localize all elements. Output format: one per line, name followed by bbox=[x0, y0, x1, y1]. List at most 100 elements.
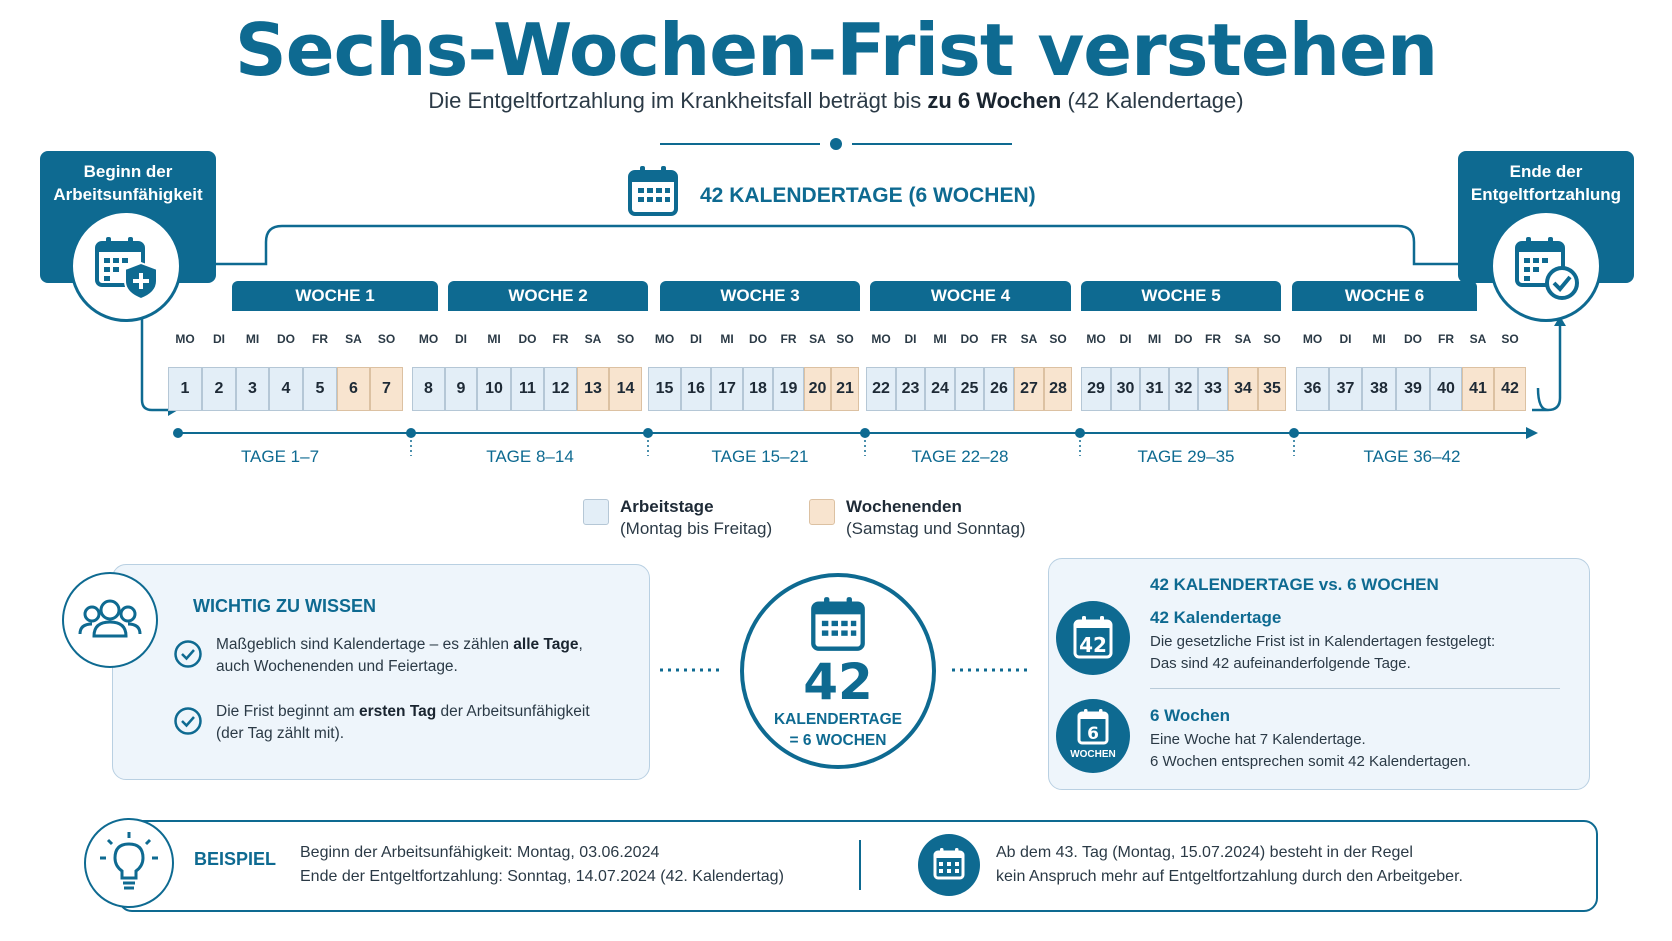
weekday-label: DI bbox=[213, 332, 225, 346]
example-bar bbox=[118, 820, 1598, 912]
calendar-icon bbox=[918, 834, 980, 896]
compare-card bbox=[1048, 558, 1590, 790]
center-line2: = 6 WOCHEN bbox=[789, 732, 887, 749]
weekday-label: SA bbox=[1020, 332, 1038, 346]
people-icon bbox=[62, 572, 158, 668]
weekday-label: FR bbox=[991, 332, 1007, 346]
weekday-label: FR bbox=[552, 332, 569, 346]
weekday-label: SO bbox=[1049, 332, 1067, 346]
workday-day-cell: 10 bbox=[477, 367, 511, 411]
workday-day-cell: 2 bbox=[202, 367, 236, 411]
weekday-label: MI bbox=[487, 332, 501, 346]
weekend-day-cell: 13 bbox=[577, 367, 609, 411]
range-label-2: TAGE 8–14 bbox=[486, 447, 574, 466]
info-point-1-c: , bbox=[578, 636, 583, 653]
compare-a-line1: Die gesetzliche Frist ist in Kalendertag… bbox=[1150, 633, 1496, 650]
compare-b-text: Eine Woche hat 7 Kalendertage. 6 Wochen … bbox=[1150, 729, 1471, 773]
range-label-3: TAGE 15–21 bbox=[711, 447, 809, 466]
calendar-6-icon-num: 6 bbox=[1087, 724, 1099, 744]
week-6-header: WOCHE 6 bbox=[1292, 281, 1477, 311]
example-text-left: Beginn der Arbeitsunfähigkeit: Montag, 0… bbox=[300, 841, 784, 889]
workday-day-cell: 22 bbox=[866, 367, 896, 411]
legend-workday-swatch bbox=[583, 499, 609, 525]
workday-day-cell: 26 bbox=[984, 367, 1014, 411]
calendar-42-icon: 42 bbox=[1056, 601, 1130, 675]
legend-workday-title: Arbeitstage bbox=[620, 497, 714, 516]
workday-day-cell: 39 bbox=[1396, 367, 1430, 411]
range-label-6: TAGE 36–42 bbox=[1363, 447, 1461, 466]
weekday-label: FR bbox=[780, 332, 797, 346]
weekend-day-cell: 27 bbox=[1014, 367, 1044, 411]
weekday-label: SA bbox=[345, 332, 362, 346]
legend-weekend-swatch bbox=[809, 499, 835, 525]
workday-day-cell: 16 bbox=[681, 367, 711, 411]
workday-day-cell: 40 bbox=[1430, 367, 1462, 411]
compare-a-text: Die gesetzliche Frist ist in Kalendertag… bbox=[1150, 631, 1495, 675]
workday-day-cell: 5 bbox=[303, 367, 337, 411]
weekday-label: DO bbox=[749, 332, 767, 346]
calendar-icon bbox=[811, 597, 865, 651]
workday-day-cell: 18 bbox=[743, 367, 773, 411]
workday-day-cell: 11 bbox=[511, 367, 544, 411]
example-label: BEISPIEL bbox=[194, 849, 277, 869]
weekday-label: SA bbox=[584, 332, 602, 346]
legend-weekend-sub: (Samstag und Sonntag) bbox=[846, 519, 1026, 538]
info-point-1-line2: auch Wochenenden und Feiertage. bbox=[216, 658, 458, 675]
calendar-6-weeks-icon: 6 WOCHEN bbox=[1056, 699, 1130, 773]
weekday-label: DO bbox=[1174, 332, 1193, 346]
weekday-label: SO bbox=[1501, 332, 1519, 346]
compare-b-line2: 6 Wochen entsprechen somit 42 Kalenderta… bbox=[1150, 753, 1471, 770]
weekday-label: SA bbox=[809, 332, 826, 346]
weekday-label: DO bbox=[960, 332, 979, 346]
start-box-line2: Arbeitsunfähigkeit bbox=[53, 185, 203, 204]
weekday-label: MI bbox=[933, 332, 947, 346]
workday-day-cell: 31 bbox=[1140, 367, 1169, 411]
weekend-day-cell: 6 bbox=[337, 367, 370, 411]
subtitle-pre: Die Entgeltfortzahlung im Krankheitsfall… bbox=[428, 88, 928, 113]
example-right2: kein Anspruch mehr auf Entgeltfortzahlun… bbox=[996, 868, 1463, 885]
weekday-label: MO bbox=[1302, 332, 1323, 346]
calendar-42-icon-text: 42 bbox=[1079, 633, 1107, 657]
workday-day-cell: 1 bbox=[168, 367, 202, 411]
center-line1: KALENDERTAGE bbox=[773, 711, 903, 728]
week-4-header: WOCHE 4 bbox=[870, 281, 1071, 311]
weekday-label: MO bbox=[654, 332, 675, 346]
range-label-1: TAGE 1–7 bbox=[240, 447, 320, 466]
workday-day-cell: 4 bbox=[269, 367, 303, 411]
compare-a-line2: Das sind 42 aufeinanderfolgende Tage. bbox=[1150, 655, 1411, 672]
weekday-label: MO bbox=[418, 332, 439, 346]
info-point-2-line2: (der Tag zählt mit). bbox=[216, 725, 345, 742]
compare-b-line1: Eine Woche hat 7 Kalendertage. bbox=[1150, 731, 1366, 748]
weekday-label: DI bbox=[1119, 332, 1132, 346]
workday-day-cell: 25 bbox=[955, 367, 984, 411]
compare-heading: 42 KALENDERTAGE vs. 6 WOCHEN bbox=[1150, 575, 1439, 594]
weekend-day-cell: 14 bbox=[609, 367, 642, 411]
example-line2: Ende der Entgeltfortzahlung: Sonntag, 14… bbox=[300, 868, 784, 885]
weekday-label: DI bbox=[690, 332, 702, 346]
weekend-day-cell: 28 bbox=[1044, 367, 1072, 411]
weekend-day-cell: 21 bbox=[831, 367, 859, 411]
weekday-label: DI bbox=[1339, 332, 1352, 346]
center-number: 42 bbox=[803, 653, 873, 711]
page-title: Sechs-Wochen-Frist verstehen bbox=[234, 8, 1438, 92]
info-point-1-a: Maßgeblich sind Kalendertage – es zählen bbox=[216, 636, 514, 653]
weekday-label: MI bbox=[1372, 332, 1386, 346]
weekday-label: FR bbox=[312, 332, 328, 346]
legend-workday-sub: (Montag bis Freitag) bbox=[620, 519, 773, 538]
weekday-label: DO bbox=[277, 332, 295, 346]
weekend-day-cell: 41 bbox=[1462, 367, 1494, 411]
workday-day-cell: 33 bbox=[1198, 367, 1228, 411]
weekday-label: SO bbox=[836, 332, 854, 346]
week-1-header: WOCHE 1 bbox=[232, 281, 438, 311]
weekday-label: SO bbox=[377, 332, 396, 346]
workday-day-cell: 38 bbox=[1362, 367, 1396, 411]
info-point-1-b: alle Tage bbox=[513, 636, 579, 653]
weekday-label: SO bbox=[1263, 332, 1281, 346]
workday-day-cell: 19 bbox=[773, 367, 804, 411]
workday-day-cell: 32 bbox=[1169, 367, 1198, 411]
workday-day-cell: 29 bbox=[1081, 367, 1111, 411]
workday-day-cell: 9 bbox=[445, 367, 477, 411]
span-label: 42 KALENDERTAGE (6 WOCHEN) bbox=[700, 184, 1036, 207]
workday-day-cell: 15 bbox=[648, 367, 681, 411]
